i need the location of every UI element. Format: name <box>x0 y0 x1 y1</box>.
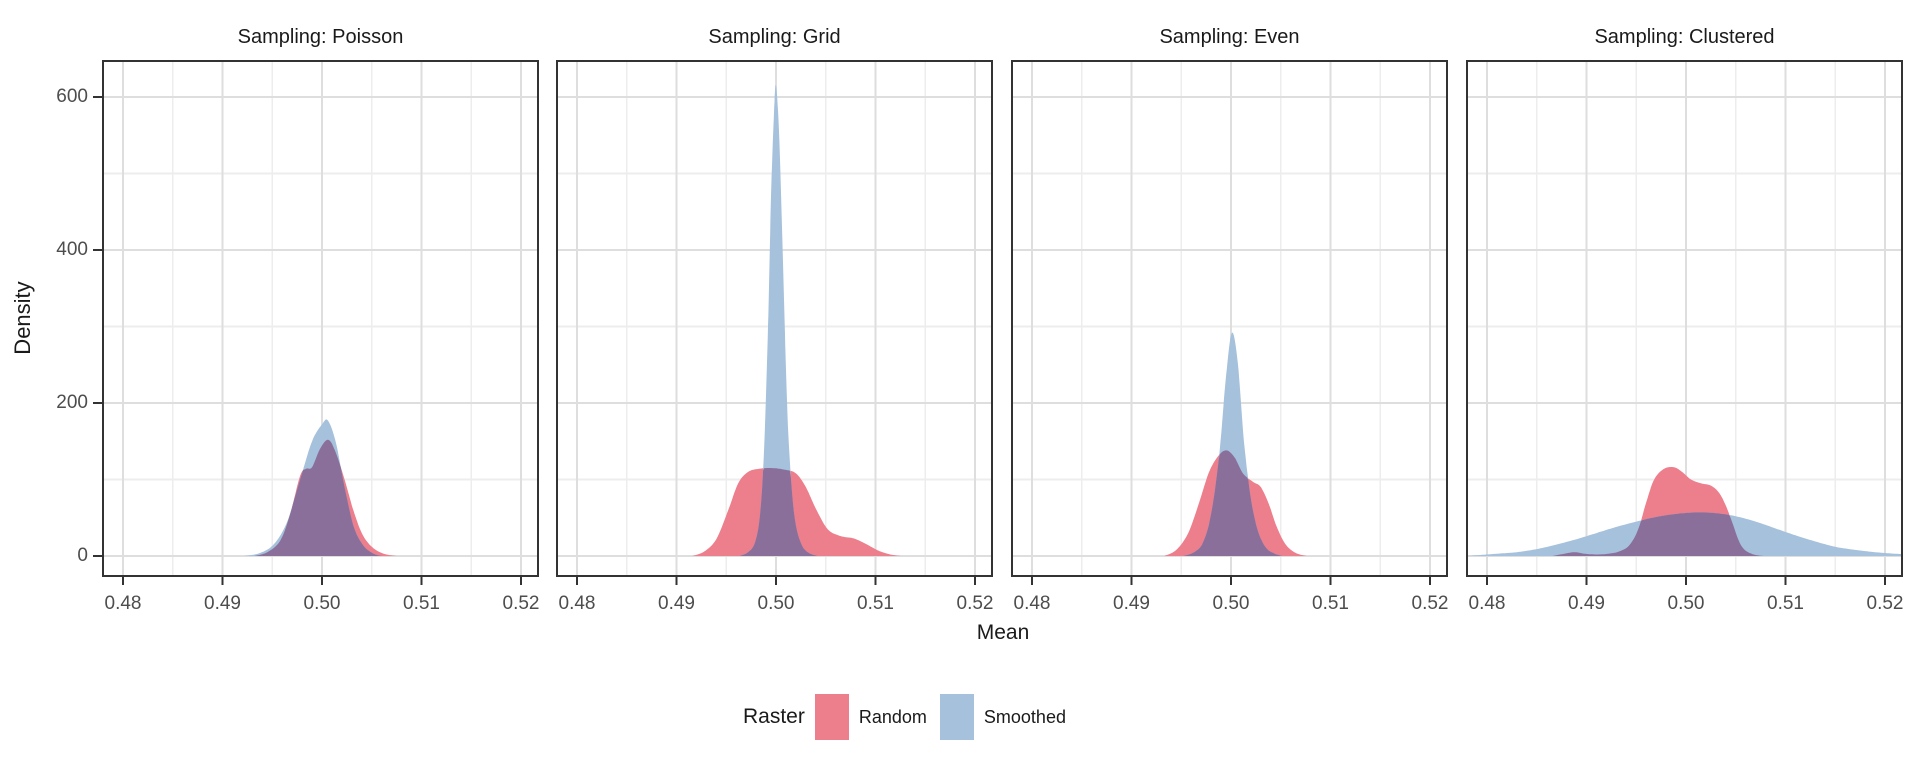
y-tick-label: 200 <box>56 392 88 413</box>
density-overlap <box>739 468 818 556</box>
x-tick-label: 0.51 <box>857 593 894 614</box>
x-tick-label: 0.52 <box>957 593 993 614</box>
legend-items: Random Smoothed <box>814 694 1079 740</box>
panel-border <box>556 60 993 577</box>
legend-key-random <box>814 694 849 740</box>
facet-panel-sampling-clustered: 0.48 0.49 0.50 0.51 0.52 <box>1466 60 1903 614</box>
density-area-random <box>692 468 901 556</box>
x-tick-marks <box>1031 577 1431 585</box>
y-tick-mark <box>93 249 102 251</box>
facet-title-sampling-poisson: Sampling: Poisson <box>237 26 404 48</box>
legend-label-random: Random <box>858 706 927 727</box>
density-overlap <box>1183 450 1283 556</box>
x-tick-label: 0.49 <box>204 593 241 614</box>
legend-label-smoothed: Smoothed <box>983 706 1066 727</box>
x-tick-label: 0.49 <box>1113 593 1150 614</box>
density-area-smoothed <box>739 85 818 556</box>
facet-panel-sampling-poisson: 0.48 0.49 0.50 0.51 0.52 <box>102 60 539 614</box>
legend: Raster Random Smoothed <box>743 694 1079 740</box>
x-tick-marks <box>1486 577 1886 585</box>
density-area-smoothed <box>1183 332 1283 556</box>
x-tick-label: 0.50 <box>304 593 341 614</box>
x-tick-label: 0.48 <box>1014 593 1051 614</box>
legend-key-smoothed <box>939 694 974 740</box>
y-tick-label: 400 <box>56 239 88 260</box>
x-tick-label: 0.49 <box>658 593 695 614</box>
x-tick-label: 0.50 <box>1213 593 1250 614</box>
panel-border <box>1466 60 1903 577</box>
x-tick-marks <box>576 577 976 585</box>
facet-panel-sampling-grid: 0.48 0.49 0.50 0.51 0.52 <box>556 60 993 614</box>
y-tick-label: 0 <box>77 545 88 566</box>
x-axis-title: Mean <box>976 621 1030 644</box>
x-tick-label: 0.52 <box>503 593 539 614</box>
x-tick-label: 0.51 <box>403 593 440 614</box>
y-tick-mark <box>93 96 102 98</box>
facet-panel-sampling-even: 0.48 0.49 0.50 0.51 0.52 <box>1011 60 1448 614</box>
x-tick-label: 0.51 <box>1767 593 1804 614</box>
y-tick-mark <box>93 555 102 557</box>
gridlines <box>1011 60 1448 577</box>
facet-title-sampling-grid: Sampling: Grid <box>708 26 841 48</box>
density-overlap <box>254 439 382 556</box>
panel-border <box>102 60 539 577</box>
x-tick-label: 0.50 <box>1668 593 1705 614</box>
x-tick-label: 0.49 <box>1568 593 1605 614</box>
y-axis-title: Density <box>10 281 35 355</box>
x-tick-label: 0.51 <box>1312 593 1349 614</box>
x-tick-label: 0.48 <box>105 593 142 614</box>
gridlines <box>102 60 539 577</box>
legend-title: Raster <box>743 705 805 728</box>
x-tick-label: 0.52 <box>1867 593 1903 614</box>
x-tick-marks <box>122 577 522 585</box>
facet-title-sampling-even: Sampling: Even <box>1159 26 1300 48</box>
x-tick-label: 0.48 <box>1469 593 1506 614</box>
x-tick-label: 0.50 <box>758 593 795 614</box>
density-overlap <box>1552 512 1764 556</box>
y-tick-label: 600 <box>56 86 88 107</box>
x-tick-label: 0.52 <box>1412 593 1448 614</box>
y-tick-mark <box>93 402 102 404</box>
panel-border <box>1011 60 1448 577</box>
facet-title-sampling-clustered: Sampling: Clustered <box>1594 26 1775 48</box>
x-tick-label: 0.48 <box>559 593 596 614</box>
